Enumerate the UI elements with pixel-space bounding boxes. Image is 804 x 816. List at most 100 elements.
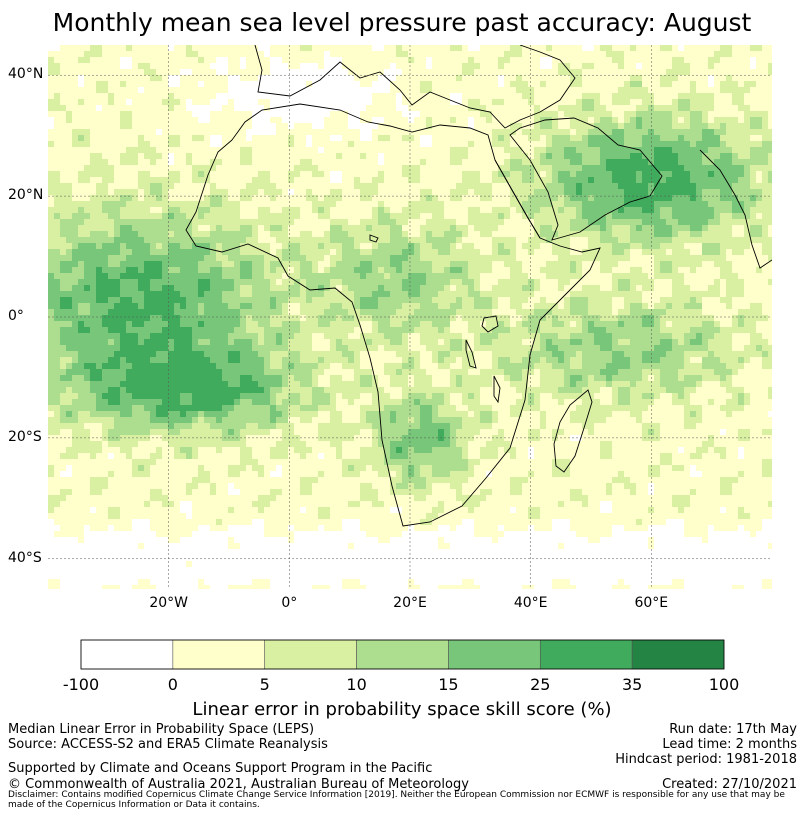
skill-cell [456,303,462,309]
skill-cell [432,195,438,201]
skill-cell [678,177,684,183]
skill-cell [102,405,108,411]
skill-cell [486,255,492,261]
skill-cell [312,255,318,261]
skill-cell [96,393,102,399]
skill-cell [324,195,330,201]
skill-cell [558,339,564,345]
skill-cell [534,321,540,327]
skill-cell [294,165,300,171]
skill-cell [90,51,96,57]
skill-cell [408,243,414,249]
skill-cell [444,405,450,411]
skill-cell [300,297,306,303]
skill-cell [654,351,660,357]
skill-cell [420,201,426,207]
skill-cell [60,243,66,249]
skill-cell [600,249,606,255]
skill-cell [246,93,252,99]
skill-cell [186,99,192,105]
skill-cell [564,351,570,357]
skill-cell [60,285,66,291]
skill-cell [228,381,234,387]
skill-cell [90,375,96,381]
skill-cell [108,279,114,285]
skill-cell [516,171,522,177]
skill-cell [714,171,720,177]
skill-cell [384,87,390,93]
skill-cell [66,309,72,315]
skill-cell [252,363,258,369]
skill-cell [306,189,312,195]
skill-cell [606,351,612,357]
skill-cell [600,351,606,357]
skill-cell [438,351,444,357]
skill-cell [738,195,744,201]
skill-cell [744,315,750,321]
skill-cell [606,303,612,309]
skill-cell [702,327,708,333]
skill-cell [144,207,150,213]
skill-cell [708,219,714,225]
skill-cell [66,351,72,357]
skill-cell [252,129,258,135]
skill-cell [684,129,690,135]
skill-cell [330,303,336,309]
skill-cell [264,339,270,345]
skill-cell [108,237,114,243]
skill-cell [732,81,738,87]
skill-cell [306,165,312,171]
skill-cell [258,243,264,249]
skill-cell [582,117,588,123]
skill-cell [504,321,510,327]
skill-cell [144,195,150,201]
skill-cell [402,387,408,393]
skill-cell [330,63,336,69]
skill-cell [648,159,654,165]
skill-cell [756,129,762,135]
skill-cell [732,327,738,333]
skill-cell [636,303,642,309]
skill-cell [456,261,462,267]
skill-cell [294,369,300,375]
skill-cell [390,285,396,291]
skill-cell [744,189,750,195]
skill-cell [612,261,618,267]
skill-cell [444,255,450,261]
skill-cell [420,333,426,339]
skill-cell [276,93,282,99]
skill-cell [330,387,336,393]
skill-cell [54,387,60,393]
skill-cell [642,207,648,213]
skill-cell [186,405,192,411]
skill-cell [618,219,624,225]
skill-cell [120,123,126,129]
skill-cell [648,225,654,231]
skill-cell [630,291,636,297]
skill-cell [372,87,378,93]
skill-cell [582,291,588,297]
skill-cell [732,123,738,129]
skill-cell [528,321,534,327]
skill-cell [438,357,444,363]
skill-cell [342,357,348,363]
skill-cell [630,285,636,291]
skill-cell [276,297,282,303]
skill-cell [414,363,420,369]
skill-cell [66,327,72,333]
skill-cell [534,135,540,141]
skill-cell [378,219,384,225]
skill-cell [468,243,474,249]
skill-cell [420,309,426,315]
skill-cell [540,165,546,171]
skill-cell [396,249,402,255]
skill-cell [354,375,360,381]
skill-cell [168,291,174,297]
skill-cell [768,387,772,393]
skill-cell [120,189,126,195]
skill-cell [750,141,756,147]
skill-cell [294,105,300,111]
skill-cell [546,375,552,381]
skill-cell [204,249,210,255]
skill-cell [600,297,606,303]
